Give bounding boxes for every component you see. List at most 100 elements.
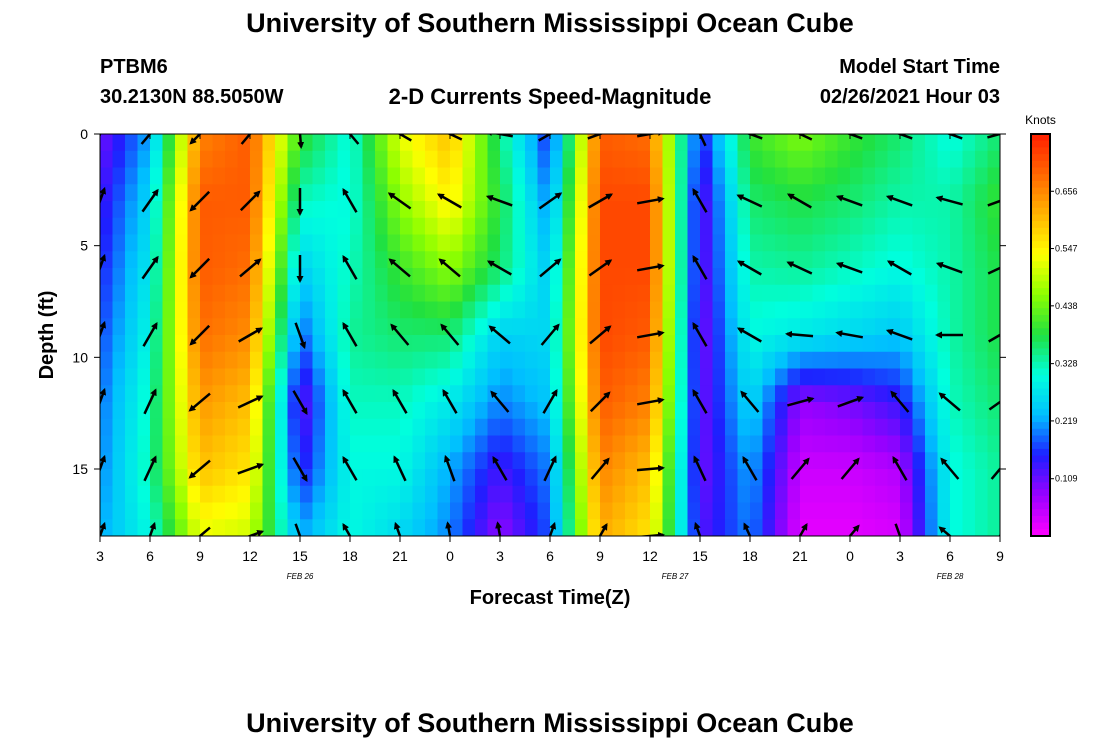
heatmap-cell: [525, 435, 539, 453]
heatmap-cell: [112, 268, 126, 286]
heatmap-cell: [737, 150, 751, 169]
current-arrow: [698, 134, 707, 147]
heatmap-cell: [475, 251, 489, 269]
heatmap-cell: [787, 519, 801, 536]
heatmap-cell: [287, 335, 301, 353]
heatmap-cell: [187, 519, 201, 536]
heatmap-cell: [750, 217, 764, 236]
heatmap-cell: [650, 402, 664, 420]
current-arrow: [189, 257, 211, 279]
heatmap-cell: [687, 368, 701, 386]
current-arrow: [148, 521, 156, 536]
heatmap-cell: [837, 385, 851, 403]
heatmap-cell: [700, 485, 714, 504]
heatmap-cell: [112, 385, 126, 403]
current-arrow: [692, 388, 708, 414]
current-arrow: [237, 395, 264, 409]
heatmap-cell: [112, 485, 126, 504]
heatmap-cell: [412, 502, 426, 520]
heatmap-cell: [912, 268, 926, 286]
heatmap-cell: [487, 485, 501, 504]
heatmap-cell: [187, 284, 201, 303]
current-arrow: [140, 134, 152, 145]
heatmap-cell: [412, 201, 426, 219]
heatmap-cell: [325, 184, 339, 202]
heatmap-cell: [937, 167, 951, 185]
heatmap-cell: [137, 418, 151, 437]
heatmap-cell: [387, 502, 401, 520]
heatmap-cell: [762, 502, 776, 520]
heatmap-cell: [212, 167, 226, 185]
heatmap-cell: [850, 301, 864, 319]
heatmap-cell: [537, 519, 551, 536]
heatmap-cell: [550, 335, 564, 353]
heatmap-cell: [350, 217, 364, 236]
heatmap-cell: [212, 301, 226, 319]
heatmap-cell: [612, 485, 626, 504]
heatmap-cell: [475, 418, 489, 437]
heatmap-cell: [637, 418, 651, 437]
heatmap-cell: [325, 469, 339, 487]
heatmap-cell: [187, 368, 201, 386]
heatmap-cell: [137, 184, 151, 202]
heatmap-cell: [225, 351, 239, 370]
heatmap-cell: [875, 452, 889, 470]
heatmap-cell: [575, 335, 589, 353]
heatmap-cell: [350, 418, 364, 437]
heatmap-cell: [850, 402, 864, 420]
heatmap-cell: [200, 335, 214, 353]
heatmap-cell: [587, 368, 601, 386]
colorbar-unit: Knots: [1025, 113, 1056, 127]
x-tick-label: 3: [496, 548, 504, 564]
heatmap-cell: [950, 301, 964, 319]
heatmap-cell: [537, 301, 551, 319]
heatmap-cell: [975, 217, 989, 236]
heatmap-cell: [937, 201, 951, 219]
heatmap-cell: [325, 435, 339, 453]
heatmap-cell: [737, 485, 751, 504]
current-arrow: [736, 327, 762, 343]
heatmap-cell: [300, 368, 314, 386]
heatmap-cell: [175, 335, 189, 353]
heatmap-cell: [125, 519, 139, 536]
heatmap-cell: [975, 519, 989, 536]
current-arrow: [486, 260, 512, 276]
heatmap-cell: [175, 469, 189, 487]
heatmap-cell: [475, 519, 489, 536]
heatmap-cell: [525, 469, 539, 487]
heatmap-cell: [775, 318, 789, 336]
heatmap-cell: [375, 284, 389, 303]
heatmap-cell: [687, 284, 701, 303]
heatmap-cell: [612, 502, 626, 520]
heatmap-cell: [325, 268, 339, 286]
heatmap-cell: [812, 335, 826, 353]
heatmap-cell: [862, 268, 876, 286]
heatmap-cell: [575, 217, 589, 236]
heatmap-cell: [612, 251, 626, 269]
heatmap-cell: [600, 301, 614, 319]
heatmap-cell: [725, 301, 739, 319]
x-tick-label: 18: [342, 548, 358, 564]
heatmap-cell: [200, 418, 214, 437]
heatmap-cell: [475, 201, 489, 219]
heatmap-cell: [762, 301, 776, 319]
heatmap-cell: [225, 452, 239, 470]
heatmap-cell: [800, 217, 814, 236]
heatmap-cell: [550, 150, 564, 169]
heatmap-cell: [212, 385, 226, 403]
heatmap-cell: [662, 268, 676, 286]
heatmap-cell: [187, 385, 201, 403]
x-tick-label: 9: [996, 548, 1004, 564]
current-arrow: [692, 321, 708, 347]
heatmap-cell: [762, 519, 776, 536]
heatmap-cell: [475, 268, 489, 286]
heatmap-cell: [575, 251, 589, 269]
heatmap-cell: [187, 452, 201, 470]
heatmap-cell: [675, 469, 689, 487]
heatmap-cell: [937, 351, 951, 370]
heatmap-cell: [325, 301, 339, 319]
heatmap-cell: [500, 368, 514, 386]
heatmap-cell: [625, 351, 639, 370]
heatmap-cell: [625, 234, 639, 252]
heatmap-cell: [550, 502, 564, 520]
